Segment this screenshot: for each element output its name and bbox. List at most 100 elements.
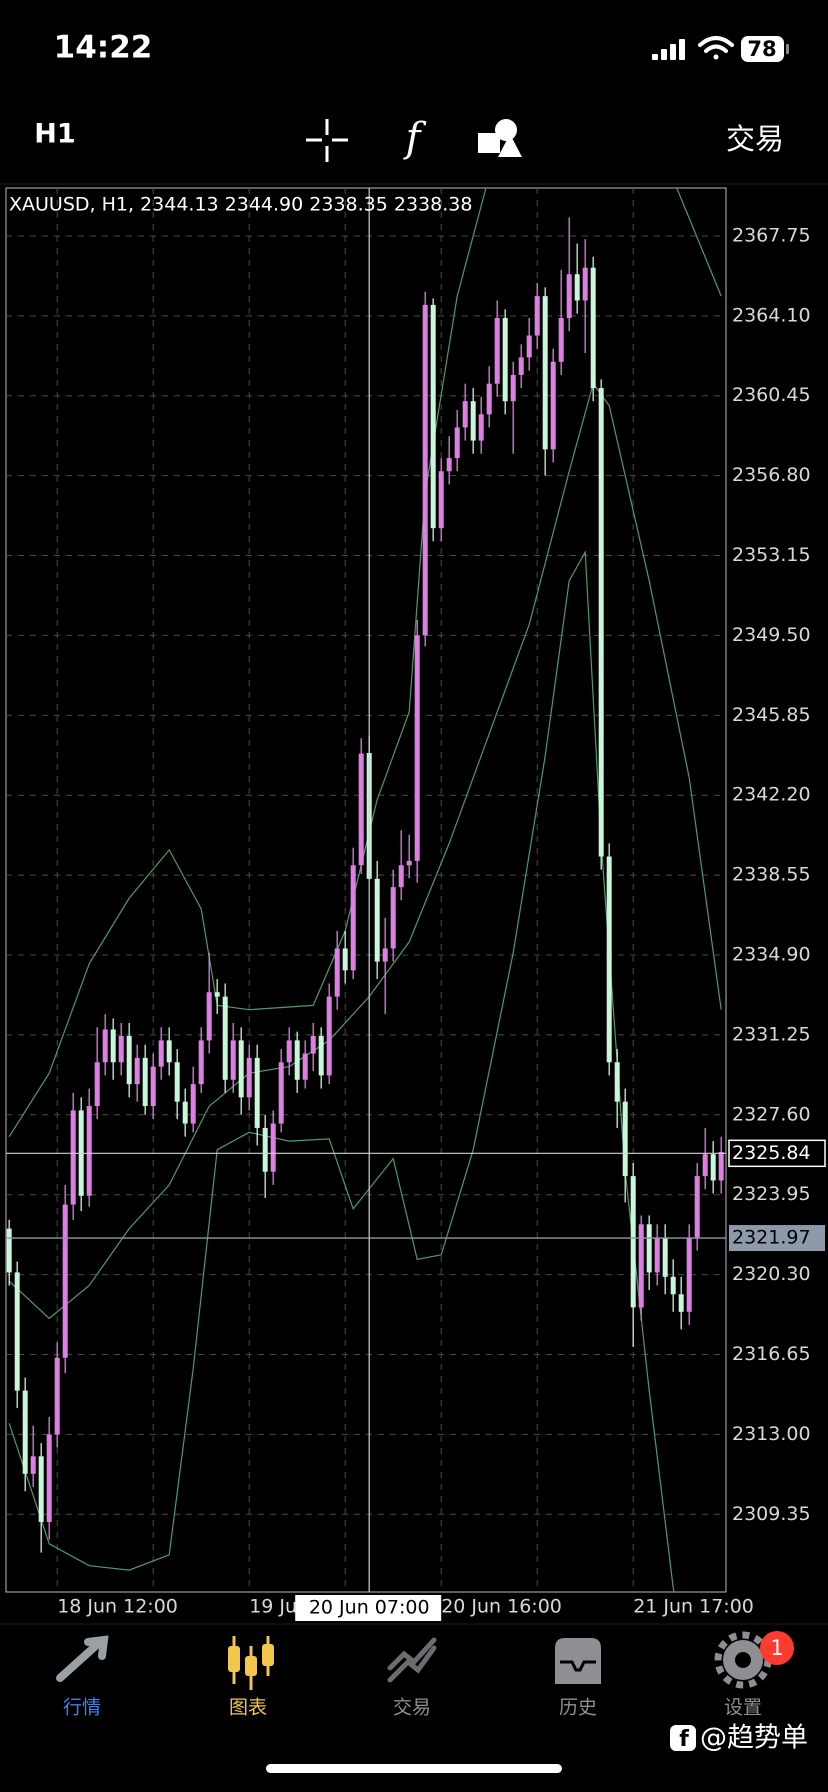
tab-label[interactable]: 历史 <box>559 1697 597 1719</box>
battery-icon <box>741 36 784 62</box>
candle-body <box>334 948 340 997</box>
plot-frame <box>5 187 727 1593</box>
candle-body <box>358 753 364 866</box>
tab-label[interactable]: 交易 <box>393 1697 431 1719</box>
y-tick-label: 2345.85 <box>732 704 811 726</box>
x-tick-label: 20 Jun 16:00 <box>441 1596 562 1618</box>
indicator-line <box>8 550 675 1592</box>
y-tick-label: 2349.50 <box>732 624 811 646</box>
candle-body <box>190 1084 196 1124</box>
candle-body <box>62 1204 68 1358</box>
candle-body <box>622 1101 628 1177</box>
candle-body <box>702 1154 708 1177</box>
candle-body <box>382 948 388 962</box>
y-tick-label: 2338.55 <box>732 864 811 886</box>
badge-count: 1 <box>770 1636 783 1660</box>
candle-body <box>446 458 452 472</box>
candle-body <box>54 1357 60 1435</box>
indicator-line <box>8 188 722 1138</box>
status-time: 14:22 <box>54 30 153 66</box>
tab-label[interactable]: 行情 <box>63 1697 101 1719</box>
tab-icon-trade <box>387 1637 437 1683</box>
y-tick-label: 2313.00 <box>732 1423 811 1445</box>
crosshair-x-box <box>295 1595 442 1621</box>
candle-body <box>454 427 460 459</box>
y-tick-label: 2334.90 <box>732 944 811 966</box>
candle-body <box>182 1101 188 1124</box>
candle-body <box>294 1040 300 1080</box>
candle-body <box>710 1154 716 1181</box>
candle-body <box>534 296 540 336</box>
candle-body <box>518 357 524 375</box>
candle-body <box>462 401 468 428</box>
svg-text:f: f <box>679 1727 689 1752</box>
candle-body <box>302 1053 308 1080</box>
candle-body <box>470 401 476 441</box>
trade-button[interactable]: 交易 <box>726 122 784 156</box>
candle-body <box>70 1110 76 1205</box>
tab-icon-quotes <box>56 1635 109 1682</box>
candle-body <box>230 1040 236 1080</box>
y-tick-label: 2323.95 <box>732 1183 811 1205</box>
candle-body <box>542 296 548 450</box>
candle-body <box>526 335 532 358</box>
candle-body <box>654 1237 660 1273</box>
candle-body <box>238 1040 244 1098</box>
candle-body <box>662 1237 668 1277</box>
candle-body <box>134 1057 140 1085</box>
candle-body <box>502 318 508 402</box>
candle-body <box>574 274 580 301</box>
candle-body <box>310 1036 316 1054</box>
crosshair-button[interactable] <box>306 119 348 162</box>
candle-body <box>390 887 396 949</box>
candle-body <box>582 267 588 301</box>
candle-body <box>350 865 356 971</box>
candle-body <box>606 856 612 1063</box>
y-tick-label: 2367.75 <box>732 224 811 246</box>
candle-body <box>430 304 436 529</box>
candle-body <box>118 1036 124 1063</box>
candle-body <box>246 1057 252 1098</box>
candle-body <box>14 1272 20 1391</box>
tab-bar: 行情 图表 交易 历史 设置 <box>63 1697 762 1719</box>
crosshair-y-label: 2325.84 <box>732 1142 811 1164</box>
candle-body <box>374 878 380 962</box>
candle-body <box>598 388 604 857</box>
y-tick-label: 2320.30 <box>732 1263 811 1285</box>
crosshair-x-label: 20 Jun 07:00 <box>309 1597 430 1619</box>
candle-body <box>254 1057 260 1128</box>
tab-label[interactable]: 图表 <box>229 1697 267 1719</box>
candle-body <box>414 635 420 861</box>
indicator-line <box>8 382 722 1320</box>
candle-body <box>550 361 556 450</box>
candle-body <box>326 996 332 1076</box>
candle-body <box>718 1152 724 1181</box>
axes: 2367.75 2364.10 2360.45 2356.80 2353.15 2349.… <box>6 188 826 1621</box>
y-tick-label: 2309.35 <box>732 1503 811 1525</box>
candle-body <box>142 1057 148 1107</box>
candle-body <box>566 274 572 319</box>
plot-area <box>6 188 726 1592</box>
y-tick-label: 2360.45 <box>732 384 811 406</box>
home-indicator <box>266 1764 562 1773</box>
candle-body <box>406 860 412 866</box>
timeframe-button[interactable]: H1 <box>34 119 75 150</box>
candle-body <box>102 1029 108 1063</box>
candle-body <box>286 1040 292 1063</box>
candle-body <box>46 1434 52 1522</box>
candle-body <box>158 1040 164 1067</box>
candle-body <box>478 414 484 441</box>
candle-body <box>686 1237 692 1312</box>
candle-body <box>670 1276 676 1295</box>
tab-label[interactable]: 设置 <box>724 1697 762 1719</box>
candle-body <box>150 1066 156 1107</box>
candle-body <box>166 1040 172 1063</box>
x-tick-label: 19 Ju <box>249 1596 297 1618</box>
y-tick-label: 2327.60 <box>732 1103 811 1125</box>
objects-button[interactable] <box>478 119 522 157</box>
candle-body <box>94 1062 100 1107</box>
candle-body <box>198 1040 204 1085</box>
y-tick-label: 2353.15 <box>732 544 811 566</box>
